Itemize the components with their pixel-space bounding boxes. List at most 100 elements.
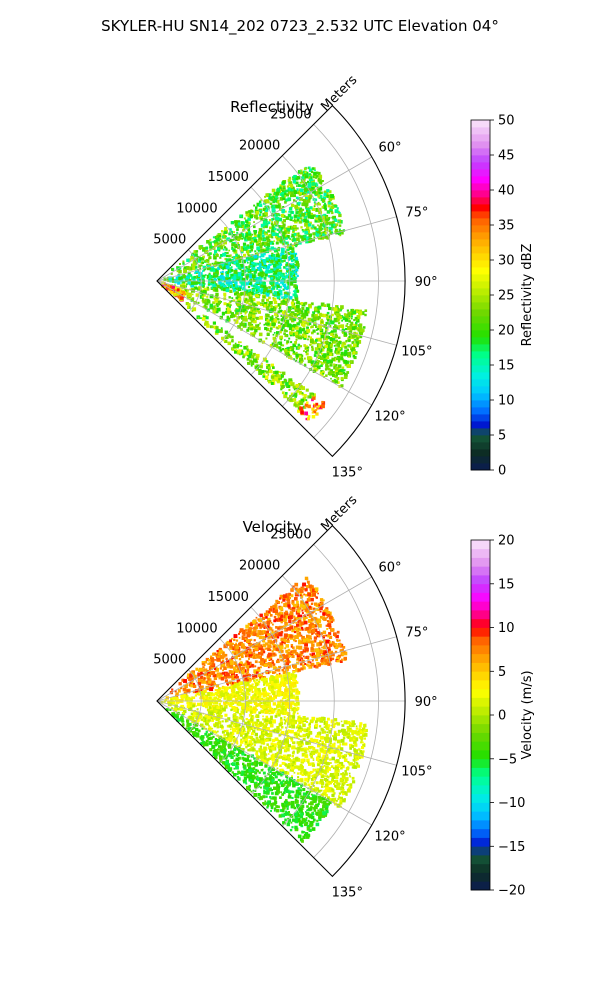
echo-gate [303, 229, 306, 232]
echo-gate [219, 274, 224, 279]
echo-gate [310, 602, 314, 605]
azimuth-tick-label: 120° [374, 410, 405, 425]
echo-gate [314, 169, 316, 172]
colorbar-bin [471, 379, 490, 387]
echo-gate [281, 296, 284, 299]
echo-gate [251, 306, 256, 310]
echo-gate [329, 359, 333, 364]
echo-gate [235, 256, 238, 259]
echo-gate [293, 190, 298, 194]
echo-gate [300, 217, 303, 220]
echo-gate [300, 595, 304, 598]
echo-gate [287, 283, 290, 286]
echo-gate [320, 340, 322, 343]
echo-gate [256, 263, 259, 266]
echo-gate [297, 197, 300, 201]
echo-gate [286, 269, 290, 273]
echo-gate [285, 193, 289, 197]
echo-gate [245, 292, 249, 296]
echo-gate [195, 250, 199, 253]
echo-gate [301, 208, 304, 211]
echo-gate [298, 213, 302, 217]
colorbar-bin [471, 337, 490, 345]
echo-gate [305, 585, 309, 589]
echo-gate [285, 234, 287, 237]
echo-gate [293, 358, 295, 361]
echo-gate [232, 344, 236, 348]
echo-gate [312, 316, 317, 321]
echo-gate [339, 349, 342, 351]
echo-gate [331, 657, 335, 661]
echo-gate [257, 666, 260, 670]
echo-gate [252, 648, 255, 651]
echo-gate [292, 186, 295, 189]
echo-gate [313, 236, 316, 239]
echo-gate [252, 314, 256, 318]
echo-gate [178, 682, 182, 686]
echo-gate [241, 233, 245, 236]
echo-gate [170, 272, 173, 275]
echo-gate [278, 661, 280, 663]
echo-gate [171, 268, 174, 271]
echo-gate [269, 319, 272, 322]
echo-gate [271, 650, 274, 653]
echo-gate [271, 213, 275, 217]
echo-gate [235, 296, 239, 300]
echo-gate [205, 259, 210, 263]
echo-gate [281, 311, 285, 314]
echo-gate [302, 174, 305, 177]
echo-gate [277, 252, 279, 255]
echo-gate [259, 269, 263, 272]
echo-gate [307, 212, 311, 216]
echo-gate [271, 232, 276, 236]
echo-gate [244, 300, 247, 303]
echo-gate [318, 227, 323, 231]
echo-gate [296, 289, 300, 293]
echo-gate [255, 303, 258, 307]
echo-gate [292, 334, 295, 337]
echo-gate [283, 259, 286, 262]
echo-gate [245, 266, 248, 269]
echo-gate [343, 351, 348, 356]
echo-gate [195, 293, 200, 297]
echo-gate [239, 263, 244, 268]
echo-gate [292, 327, 295, 330]
echo-gate [275, 326, 278, 329]
echo-gate [221, 235, 224, 238]
echo-gate [251, 268, 255, 271]
echo-gate [265, 370, 269, 374]
echo-gate [293, 284, 297, 288]
echo-gate [225, 265, 229, 269]
echo-gate [201, 257, 205, 261]
echo-gate [253, 652, 256, 655]
echo-gate [280, 374, 283, 377]
echo-gate [278, 226, 281, 229]
echo-gate [330, 205, 335, 209]
echo-gate [281, 221, 284, 224]
echo-gate [264, 270, 268, 274]
echo-gate [256, 353, 260, 358]
echo-gate [307, 223, 312, 227]
echo-gate [289, 238, 291, 240]
echo-gate [285, 242, 288, 244]
echo-gate [284, 659, 288, 663]
echo-gate [325, 366, 329, 370]
echo-gate [266, 620, 271, 625]
echo-gate [286, 245, 290, 249]
echo-gate [328, 632, 332, 636]
echo-gate [272, 280, 275, 284]
echo-gate [343, 651, 346, 654]
echo-gate [237, 236, 242, 240]
echo-gate [256, 202, 261, 207]
echo-gate [180, 285, 184, 289]
echo-gate [238, 288, 241, 290]
reflectivity-title: Reflectivity [230, 98, 314, 116]
echo-gate [252, 334, 256, 337]
echo-gate [225, 657, 228, 660]
echo-gate [297, 215, 301, 219]
echo-gate [325, 327, 328, 330]
echo-gate [342, 371, 346, 375]
echo-gate [161, 281, 165, 285]
echo-gate [304, 202, 309, 207]
echo-gate [304, 171, 307, 174]
